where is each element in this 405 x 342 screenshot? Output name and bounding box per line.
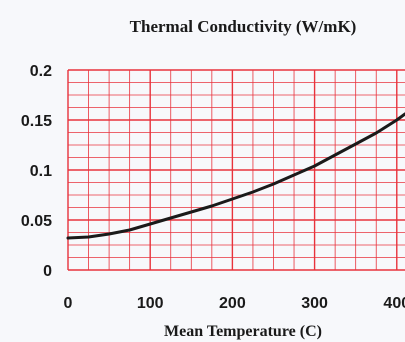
x-tick-label: 300 [301, 295, 328, 312]
y-tick-label: 0 [43, 263, 52, 280]
grid [67, 69, 405, 271]
y-tick-label: 0.1 [30, 163, 52, 180]
y-tick-label: 0.2 [30, 63, 52, 80]
y-tick-label: 0.05 [21, 213, 52, 230]
y-tick-label: 0.15 [21, 113, 52, 130]
x-tick-label: 400 [383, 295, 405, 312]
x-axis-label: Mean Temperature (C) [164, 323, 322, 340]
tick-labels: 0 100 200 300 400 0 0.05 0.1 0.15 0.2 [21, 63, 405, 312]
chart-title: Thermal Conductivity (W/mK) [130, 17, 357, 36]
series-line [66, 112, 405, 240]
data-series [66, 112, 405, 240]
x-tick-label: 100 [137, 295, 164, 312]
x-tick-label: 0 [64, 295, 73, 312]
x-tick-label: 200 [219, 295, 246, 312]
